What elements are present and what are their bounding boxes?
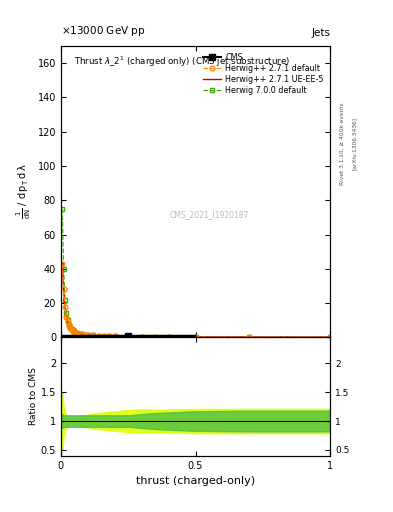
Herwig 7.0.0 default	[153, 334, 158, 340]
Herwig++ 2.7.1 default	[77, 331, 82, 337]
Herwig 7.0.0 default	[61, 266, 66, 272]
Legend: CMS, Herwig++ 2.7.1 default, Herwig++ 2.7.1 UE-EE-5, Herwig 7.0.0 default: CMS, Herwig++ 2.7.1 default, Herwig++ 2.…	[201, 50, 326, 97]
Herwig++ 2.7.1 UE-EE-5	[166, 334, 171, 340]
Herwig++ 2.7.1 UE-EE-5	[72, 329, 77, 335]
Herwig++ 2.7.1 default	[102, 333, 107, 339]
Herwig 7.0.0 default	[91, 332, 95, 338]
Herwig++ 2.7.1 UE-EE-5	[67, 322, 72, 328]
Herwig++ 2.7.1 default	[80, 331, 85, 337]
Text: [arXiv:1306.3436]: [arXiv:1306.3436]	[352, 117, 357, 170]
Line: Herwig++ 2.7.1 default: Herwig++ 2.7.1 default	[60, 261, 332, 339]
Point	[125, 332, 131, 340]
Herwig++ 2.7.1 UE-EE-5	[112, 333, 117, 339]
Herwig 7.0.0 default	[107, 333, 112, 339]
Herwig++ 2.7.1 UE-EE-5	[140, 334, 144, 340]
Herwig++ 2.7.1 default	[68, 325, 73, 331]
Herwig++ 2.7.1 default	[69, 327, 74, 333]
Herwig 7.0.0 default	[86, 332, 90, 338]
Y-axis label: Ratio to CMS: Ratio to CMS	[29, 368, 38, 425]
Herwig++ 2.7.1 default	[75, 330, 79, 336]
Herwig++ 2.7.1 UE-EE-5	[126, 333, 130, 339]
Herwig++ 2.7.1 UE-EE-5	[107, 333, 112, 339]
Herwig 7.0.0 default	[68, 324, 73, 330]
Herwig++ 2.7.1 default	[83, 332, 88, 338]
Herwig++ 2.7.1 default	[247, 334, 252, 340]
Herwig++ 2.7.1 UE-EE-5	[80, 331, 85, 337]
Herwig++ 2.7.1 default	[96, 333, 101, 339]
Herwig 7.0.0 default	[72, 328, 77, 334]
Herwig++ 2.7.1 default	[112, 333, 117, 339]
Text: Rivet 3.1.10, ≥ 400k events: Rivet 3.1.10, ≥ 400k events	[340, 102, 345, 185]
Herwig++ 2.7.1 default	[140, 334, 144, 340]
Herwig 7.0.0 default	[80, 331, 85, 337]
Herwig 7.0.0 default	[71, 327, 75, 333]
Herwig++ 2.7.1 default	[60, 261, 64, 267]
Herwig++ 2.7.1 UE-EE-5	[65, 319, 70, 325]
Herwig++ 2.7.1 UE-EE-5	[77, 331, 82, 337]
Herwig++ 2.7.1 UE-EE-5	[96, 333, 101, 339]
Text: CMS_2021_I1920187: CMS_2021_I1920187	[169, 210, 249, 220]
Herwig++ 2.7.1 default	[126, 333, 130, 339]
Herwig 7.0.0 default	[328, 334, 332, 340]
Herwig++ 2.7.1 default	[91, 332, 95, 338]
Text: Thrust $\lambda\_2^1$ (charged only) (CMS jet substructure): Thrust $\lambda\_2^1$ (charged only) (CM…	[74, 55, 290, 69]
Herwig++ 2.7.1 default	[65, 319, 70, 325]
Herwig++ 2.7.1 default	[193, 334, 198, 340]
Herwig++ 2.7.1 default	[328, 334, 332, 340]
Herwig++ 2.7.1 UE-EE-5	[91, 332, 95, 338]
Text: $\times$13000 GeV pp: $\times$13000 GeV pp	[61, 25, 145, 38]
Line: Herwig++ 2.7.1 UE-EE-5: Herwig++ 2.7.1 UE-EE-5	[62, 264, 330, 337]
Herwig++ 2.7.1 UE-EE-5	[153, 334, 158, 340]
Herwig 7.0.0 default	[193, 334, 198, 340]
Herwig 7.0.0 default	[126, 333, 130, 339]
Herwig 7.0.0 default	[62, 296, 67, 303]
Herwig++ 2.7.1 UE-EE-5	[68, 325, 73, 331]
Herwig 7.0.0 default	[60, 206, 64, 212]
Herwig++ 2.7.1 UE-EE-5	[83, 332, 88, 338]
Herwig 7.0.0 default	[69, 326, 74, 332]
Herwig++ 2.7.1 UE-EE-5	[60, 261, 64, 267]
Herwig++ 2.7.1 UE-EE-5	[64, 314, 69, 320]
Herwig++ 2.7.1 UE-EE-5	[86, 332, 90, 338]
Herwig 7.0.0 default	[140, 334, 144, 340]
Herwig++ 2.7.1 default	[62, 304, 67, 310]
Herwig++ 2.7.1 default	[64, 314, 69, 320]
Line: Herwig 7.0.0 default: Herwig 7.0.0 default	[60, 206, 332, 339]
Herwig 7.0.0 default	[166, 334, 171, 340]
Herwig 7.0.0 default	[64, 310, 69, 316]
Herwig++ 2.7.1 UE-EE-5	[102, 333, 107, 339]
Herwig 7.0.0 default	[65, 317, 70, 323]
Herwig++ 2.7.1 UE-EE-5	[193, 334, 198, 340]
Herwig 7.0.0 default	[77, 331, 82, 337]
Herwig++ 2.7.1 UE-EE-5	[61, 286, 66, 292]
Herwig 7.0.0 default	[112, 333, 117, 339]
Herwig++ 2.7.1 default	[107, 333, 112, 339]
Herwig 7.0.0 default	[75, 330, 79, 336]
Herwig++ 2.7.1 UE-EE-5	[75, 330, 79, 336]
Herwig++ 2.7.1 UE-EE-5	[69, 327, 74, 333]
Herwig 7.0.0 default	[96, 333, 101, 339]
Herwig++ 2.7.1 default	[61, 286, 66, 292]
Herwig 7.0.0 default	[247, 334, 252, 340]
Herwig++ 2.7.1 UE-EE-5	[328, 334, 332, 340]
X-axis label: thrust (charged-only): thrust (charged-only)	[136, 476, 255, 486]
Herwig 7.0.0 default	[67, 322, 72, 328]
Herwig++ 2.7.1 default	[153, 334, 158, 340]
Herwig++ 2.7.1 UE-EE-5	[62, 304, 67, 310]
Text: Jets: Jets	[311, 28, 330, 38]
Y-axis label: $\frac{1}{\rm{d}N}$ / $\rm{d}\,p_T\,\rm{d}\,\lambda$: $\frac{1}{\rm{d}N}$ / $\rm{d}\,p_T\,\rm{…	[15, 164, 33, 220]
Herwig++ 2.7.1 default	[72, 329, 77, 335]
Herwig++ 2.7.1 UE-EE-5	[247, 334, 252, 340]
Herwig++ 2.7.1 default	[71, 328, 75, 334]
Herwig++ 2.7.1 default	[67, 322, 72, 328]
Herwig++ 2.7.1 UE-EE-5	[71, 328, 75, 334]
Herwig++ 2.7.1 default	[166, 334, 171, 340]
Herwig++ 2.7.1 default	[86, 332, 90, 338]
Herwig 7.0.0 default	[83, 331, 88, 337]
Herwig 7.0.0 default	[102, 333, 107, 339]
